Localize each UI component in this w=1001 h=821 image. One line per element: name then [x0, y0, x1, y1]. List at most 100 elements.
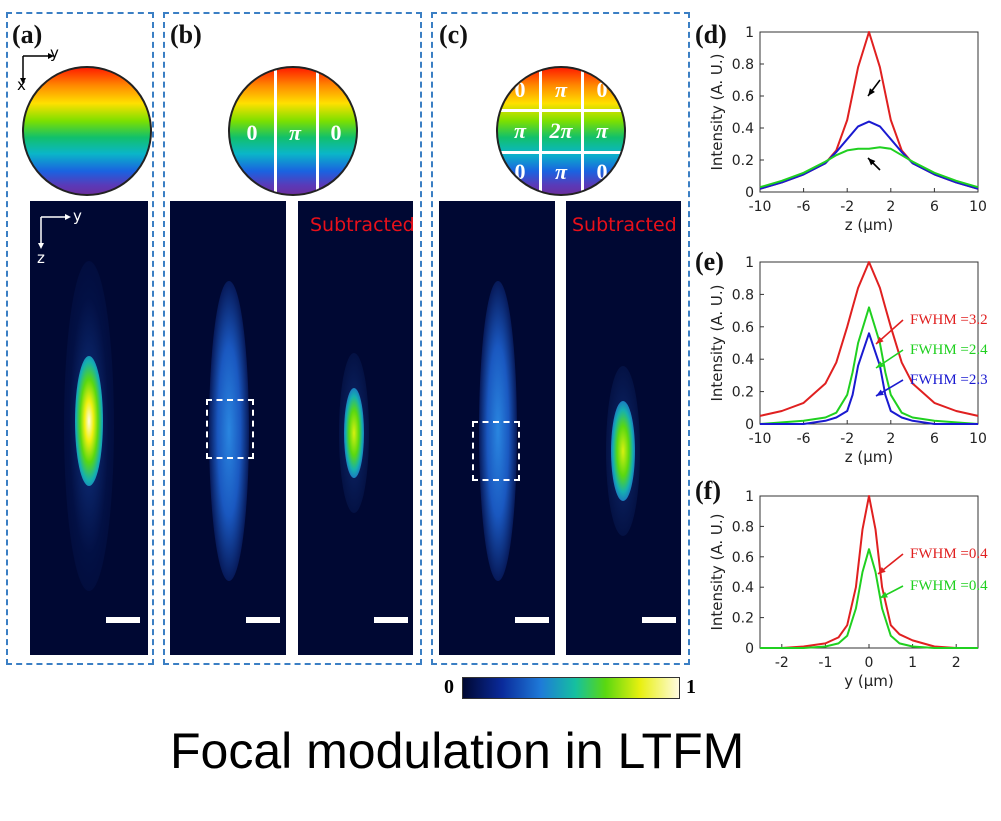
x-axis-label: z (μm): [845, 448, 894, 466]
psf-glow: [209, 281, 249, 581]
x-tick-label: 2: [886, 431, 895, 447]
panel-label-d: (d): [695, 20, 727, 49]
phase-label: π: [513, 118, 527, 143]
arrowhead-icon: [878, 566, 886, 574]
arrowhead-icon: [868, 158, 876, 166]
panel-label-a: (a): [12, 20, 43, 49]
x-tick-label: 2: [952, 655, 961, 671]
x-tick-label: -2: [775, 655, 789, 671]
phase-divider: [539, 68, 542, 194]
fwhm-annotation: FWHM =0.4: [910, 578, 988, 594]
pupil-c: 0 π 0 π 2π π 0 π 0: [496, 66, 626, 196]
y-tick-label: 0.8: [732, 287, 754, 303]
psf-image-b-subtracted: Subtracted: [298, 201, 413, 655]
psf-image-b: [170, 201, 286, 655]
y-tick-label: 1: [745, 489, 754, 505]
x-tick-label: -1: [818, 655, 832, 671]
phase-label: 0: [514, 77, 526, 102]
psf-image-a: y z: [30, 201, 148, 655]
panel-label-b: (b): [170, 20, 202, 49]
fwhm-annotation: FWHM =3.2: [910, 312, 988, 328]
fwhm-annotation: FWHM =0.4: [910, 546, 988, 562]
series-line-1: [759, 306, 979, 425]
plot-e: 0 0.2 0.4 0.6 0.8 1 -10 -6 -2 2 6 10 z (μm) Intensity…: [708, 255, 988, 466]
plot-frame: [759, 495, 979, 649]
x-tick-label: -2: [840, 431, 854, 447]
phase-label: 0: [330, 120, 342, 145]
y-tick-label: 0.4: [732, 580, 754, 596]
series-line-1: [759, 120, 979, 190]
y-tick-label: 0.2: [732, 385, 754, 401]
pupil-a: [22, 66, 152, 196]
y-axis-label: Intensity (A. U.): [708, 284, 726, 401]
y-axis-label: Intensity (A. U.): [708, 53, 726, 170]
x-axis-label: y (μm): [844, 672, 894, 690]
series-line-2: [760, 332, 978, 425]
phase-label: 0: [596, 159, 608, 184]
phase-label: π: [554, 77, 568, 102]
arrowhead-icon: [876, 389, 884, 396]
y-tick-label: 0.6: [732, 320, 754, 336]
roi-box: [206, 399, 254, 459]
panel-c: [431, 12, 690, 665]
axis-arrows-icon: [38, 214, 71, 249]
subtracted-label: Subtracted: [572, 214, 677, 236]
arrowhead-icon: [868, 88, 875, 96]
phase-divider: [274, 68, 277, 194]
scale-bar: [374, 617, 408, 623]
phase-divider: [498, 151, 624, 154]
x-tick-label: 0: [865, 655, 874, 671]
y-tick-label: 0: [745, 641, 754, 657]
y-tick-label: 1: [745, 25, 754, 41]
psf-glow: [479, 281, 517, 581]
series-line-2: [759, 146, 979, 189]
x-tick-label: 1: [908, 655, 917, 671]
y-tick-label: 0.6: [732, 89, 754, 105]
scale-bar: [246, 617, 280, 623]
phase-label: 0: [246, 120, 258, 145]
xy-axis-indicator: y x: [17, 44, 60, 94]
plot-d: 0 0.2 0.4 0.6 0.8 1 -10 -6 -2 2 6 10 z (μm) Intensity…: [708, 25, 987, 234]
panel-label-f: (f): [695, 476, 721, 505]
x-axis-label: z (μm): [845, 216, 894, 234]
psf-image-c: [439, 201, 555, 655]
psf-focus: [344, 388, 364, 478]
scale-bar: [642, 617, 676, 623]
subtracted-label: Subtracted: [310, 214, 413, 236]
plot-frame: [759, 31, 979, 193]
colorbar: [462, 677, 680, 699]
x-tick-label: 2: [886, 199, 895, 215]
colorbar-max-label: 1: [686, 676, 696, 698]
phase-label: 0: [596, 77, 608, 102]
scale-bar: [515, 617, 549, 623]
scale-bar: [106, 617, 140, 623]
axis-y-label: y: [50, 44, 59, 62]
panel-b: [163, 12, 422, 665]
plot-f: 0 0.2 0.4 0.6 0.8 1 -2 -1 0 1 2 y (μm) Intensity (A.…: [708, 489, 988, 690]
phase-divider: [498, 109, 624, 112]
arrowhead-icon: [876, 361, 884, 368]
phase-label: π: [288, 120, 302, 145]
axis-arrows-icon: [20, 53, 54, 84]
axis-z-label: z: [37, 249, 45, 267]
pupil-b: 0 π 0: [228, 66, 358, 196]
phase-divider: [316, 68, 319, 194]
y-tick-label: 0.4: [732, 121, 754, 137]
x-tick-label: 10: [969, 431, 987, 447]
series-line-0: [759, 261, 979, 417]
phase-label: π: [554, 159, 568, 184]
y-tick-label: 0: [745, 185, 754, 201]
figure-caption: Focal modulation in LTFM: [170, 723, 745, 779]
psf-focus: [75, 356, 103, 486]
panel-a: [6, 12, 154, 665]
x-tick-label: 10: [969, 199, 987, 215]
fwhm-annotation: FWHM =2.4: [910, 342, 988, 358]
roi-box: [472, 421, 520, 481]
panel-label-e: (e): [695, 247, 724, 276]
series-line-0: [759, 31, 979, 190]
y-tick-label: 0.2: [732, 611, 754, 627]
axis-x-label: x: [17, 76, 26, 94]
y-tick-label: 0.2: [732, 153, 754, 169]
y-tick-label: 1: [745, 255, 754, 271]
x-tick-label: -10: [749, 199, 772, 215]
